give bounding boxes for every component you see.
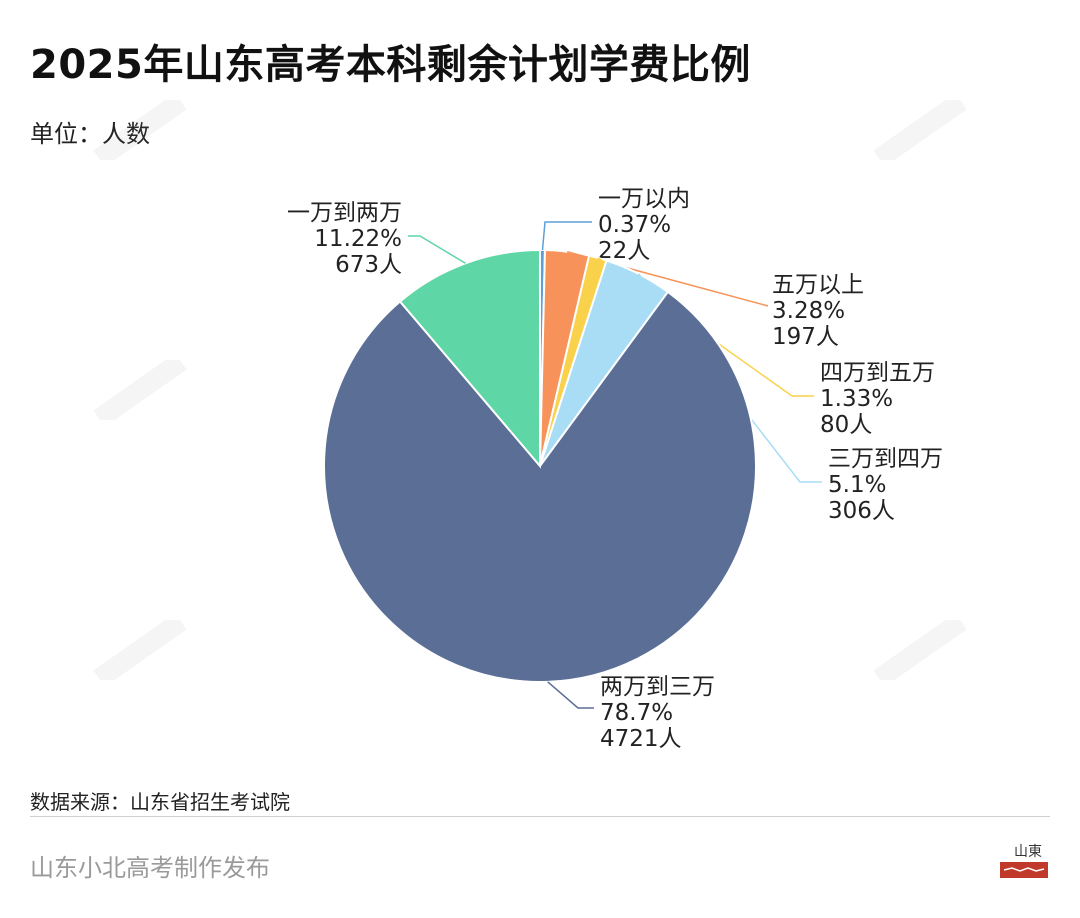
slice-percent: 1.33% (820, 386, 893, 412)
slice-percent: 78.7% (600, 700, 673, 726)
divider (30, 816, 1050, 817)
pie-chart: 一万以内0.37%22人五万以上3.28%197人四万到五万1.33%80人三万… (287, 186, 943, 752)
slice-percent: 5.1% (828, 472, 886, 498)
slice-percent: 3.28% (772, 298, 845, 324)
slice-label: 一万以内 (598, 186, 690, 212)
watermark (860, 613, 980, 687)
slice-label: 一万到两万 (287, 200, 402, 226)
watermark (80, 613, 200, 687)
brand-logo: 山東 (998, 840, 1050, 884)
pie-slice (323, 290, 757, 683)
leader-line (547, 681, 594, 709)
footer-label: 山东小北高考制作发布 (30, 854, 270, 882)
watermark (80, 353, 200, 427)
slice-count: 197人 (772, 324, 839, 350)
slice-label: 三万到四万 (828, 446, 943, 472)
source-label: 数据来源：山东省招生考试院 (30, 790, 290, 814)
slice-label: 四万到五万 (820, 360, 935, 386)
slice-count: 306人 (828, 498, 895, 524)
svg-text:山東: 山東 (1014, 844, 1042, 860)
leader-line (541, 221, 592, 251)
leader-line (408, 235, 466, 264)
unit-label: 单位：人数 (30, 120, 150, 148)
slice-count: 4721人 (600, 726, 682, 752)
chart-title: 2025年山东高考本科剩余计划学费比例 (30, 42, 751, 88)
slice-label: 五万以上 (772, 272, 864, 298)
pie-slice (398, 248, 541, 469)
watermark (860, 93, 980, 167)
slice-label: 两万到三万 (600, 674, 715, 700)
watermark (80, 93, 200, 167)
slice-percent: 0.37% (598, 212, 671, 238)
slice-count: 673人 (335, 252, 402, 278)
slice-count: 80人 (820, 412, 872, 438)
slice-percent: 11.22% (314, 226, 402, 252)
